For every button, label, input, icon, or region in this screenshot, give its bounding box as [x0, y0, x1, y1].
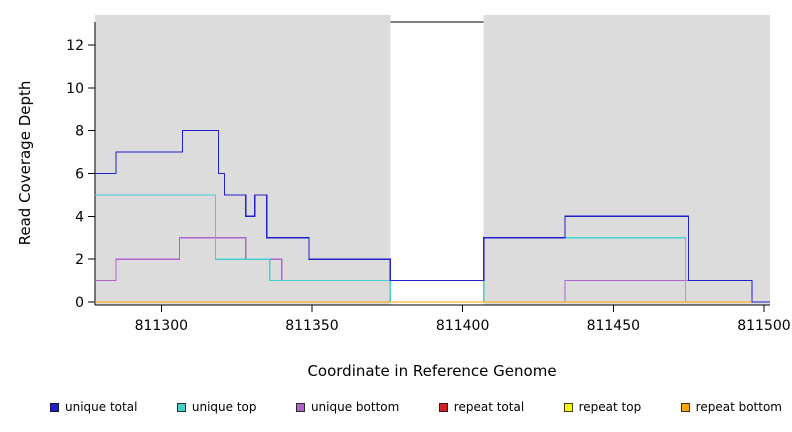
- y-tick-label: 2: [75, 252, 84, 268]
- series-line-unique-top: [95, 194, 770, 303]
- y-tick-label: 6: [75, 166, 84, 182]
- y-tick-label: 4: [75, 209, 84, 225]
- legend-swatch-repeat-total: [438, 402, 448, 412]
- plot-layers: 0 2 4 6 8 10 12 811300 811350 811400 811450 811500: [66, 15, 791, 334]
- series-line-unique-bottom: [95, 237, 770, 303]
- legend-item: unique top: [176, 400, 257, 414]
- x-tick-label: 811300: [135, 318, 188, 334]
- legend-item: repeat bottom: [680, 400, 782, 414]
- x-tick-label: 811500: [737, 318, 790, 334]
- legend-label: unique total: [65, 400, 138, 414]
- legend-item: unique total: [50, 400, 137, 414]
- legend-swatch-unique-bottom: [295, 402, 305, 412]
- y-tick-label: 12: [66, 38, 84, 54]
- legend-swatch-repeat-top: [563, 402, 573, 412]
- y-tick-label: 10: [66, 81, 84, 97]
- legend-item: repeat top: [563, 400, 642, 414]
- x-tick-label: 811350: [285, 318, 338, 334]
- legend: unique total unique top unique bottom repea…: [50, 400, 782, 414]
- legend-swatch-unique-total: [50, 402, 59, 412]
- x-tick-label: 811400: [436, 318, 489, 334]
- legend-label: repeat bottom: [695, 400, 782, 414]
- x-axis-title: Coordinate in Reference Genome: [307, 362, 557, 380]
- legend-label: unique bottom: [310, 400, 400, 414]
- series-line-unique-total: [95, 130, 770, 303]
- legend-swatch-unique-top: [176, 402, 186, 412]
- shaded-region: [95, 15, 391, 305]
- legend-label: repeat top: [578, 400, 642, 414]
- y-tick-label: 8: [75, 124, 84, 140]
- y-axis-title: Read Coverage Depth: [16, 80, 34, 246]
- legend-label: repeat total: [453, 400, 525, 414]
- y-tick-label: 0: [75, 295, 84, 311]
- legend-swatch-repeat-bottom: [680, 402, 690, 412]
- x-tick-label: 811450: [587, 318, 640, 334]
- shaded-region: [483, 15, 770, 305]
- legend-item: repeat total: [438, 400, 525, 414]
- legend-label: unique top: [191, 400, 257, 414]
- legend-item: unique bottom: [295, 400, 400, 414]
